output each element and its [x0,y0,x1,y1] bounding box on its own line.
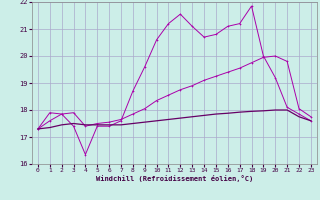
X-axis label: Windchill (Refroidissement éolien,°C): Windchill (Refroidissement éolien,°C) [96,175,253,182]
